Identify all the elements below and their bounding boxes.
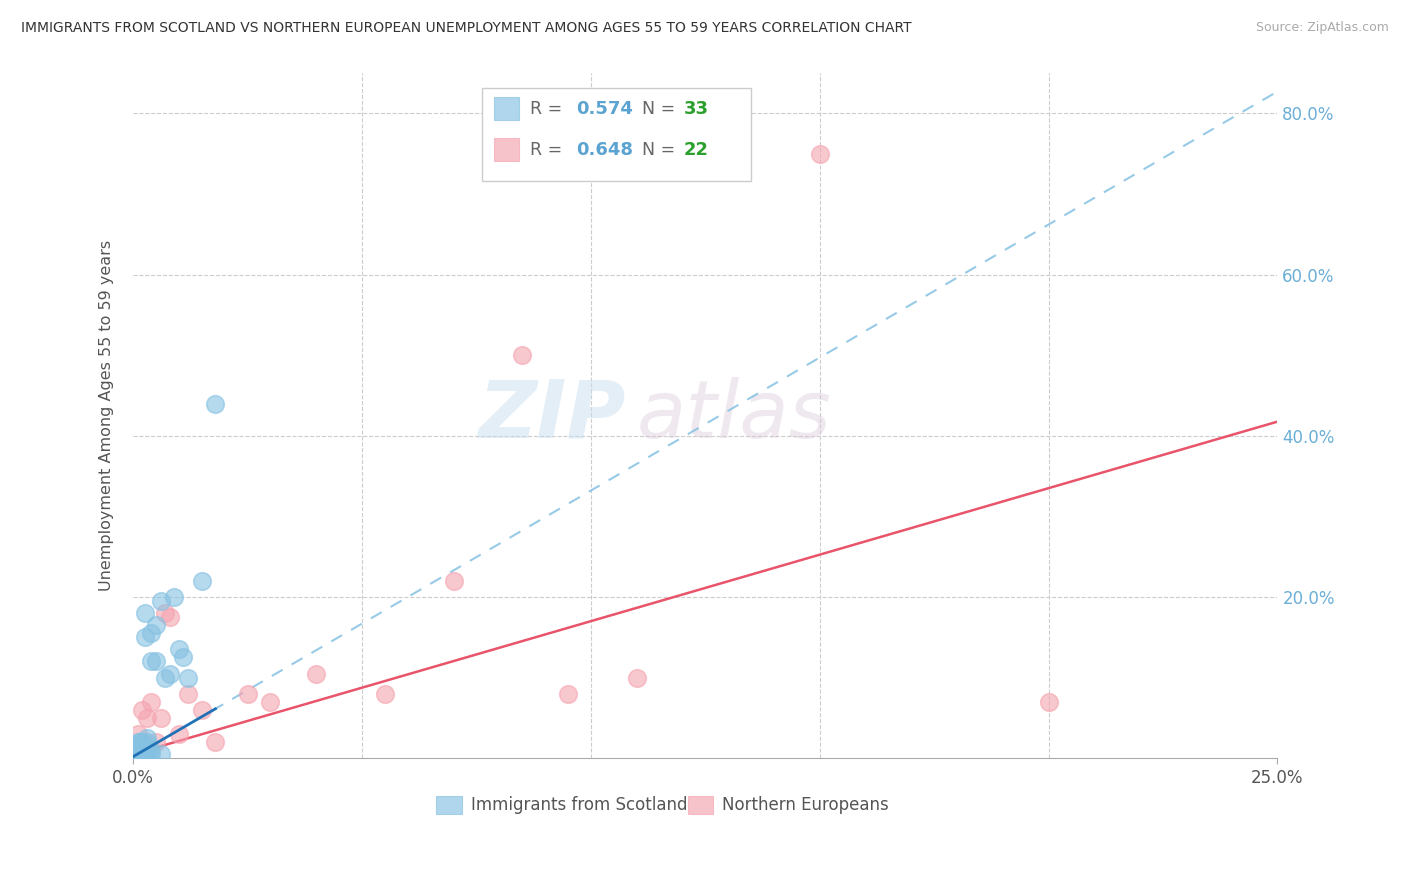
Text: ZIP: ZIP (478, 376, 626, 455)
FancyBboxPatch shape (688, 796, 713, 814)
Point (141, 655, 163, 669)
Point (191, 703, 214, 717)
Point (374, 687, 396, 701)
Y-axis label: Unemployment Among Ages 55 to 59 years: Unemployment Among Ages 55 to 59 years (100, 240, 114, 591)
Point (1038, 695, 1060, 709)
Point (236, 687, 259, 701)
FancyBboxPatch shape (494, 97, 519, 120)
Point (135, 747, 157, 762)
Point (145, 735, 167, 749)
Point (153, 671, 176, 685)
Point (141, 626, 163, 640)
Text: 0.574: 0.574 (576, 100, 633, 118)
Text: atlas: atlas (637, 376, 831, 455)
Point (510, 348, 533, 362)
Point (167, 727, 190, 741)
Point (443, 574, 465, 588)
Point (191, 574, 214, 588)
Point (626, 671, 648, 685)
Point (135, 711, 157, 725)
Point (131, 747, 153, 762)
Text: N =: N = (643, 100, 681, 118)
Point (204, 735, 226, 749)
Point (159, 610, 181, 624)
Point (135, 743, 157, 757)
Point (141, 695, 163, 709)
Text: Immigrants from Scotland: Immigrants from Scotland (471, 796, 688, 814)
Point (131, 743, 153, 757)
Text: 22: 22 (683, 141, 709, 159)
Point (127, 727, 149, 741)
Point (141, 747, 163, 762)
FancyBboxPatch shape (436, 796, 461, 814)
FancyBboxPatch shape (482, 88, 751, 180)
Point (177, 687, 200, 701)
Point (145, 618, 167, 632)
Point (127, 743, 149, 757)
Point (135, 731, 157, 745)
Text: Northern Europeans: Northern Europeans (723, 796, 889, 814)
Point (129, 735, 152, 749)
Point (131, 735, 153, 749)
FancyBboxPatch shape (494, 138, 519, 161)
Point (159, 666, 181, 681)
Text: 0.648: 0.648 (576, 141, 633, 159)
Point (129, 743, 152, 757)
Point (259, 695, 281, 709)
Point (808, 146, 831, 161)
Point (145, 655, 167, 669)
Point (149, 711, 172, 725)
Point (135, 735, 157, 749)
Point (153, 606, 176, 620)
Point (167, 642, 190, 657)
Text: R =: R = (530, 100, 568, 118)
Point (172, 650, 194, 665)
Point (127, 739, 149, 753)
Point (131, 739, 153, 753)
Point (305, 666, 328, 681)
Point (127, 735, 149, 749)
Point (204, 396, 226, 410)
Point (557, 687, 579, 701)
Point (134, 630, 156, 644)
Point (135, 739, 157, 753)
Point (134, 606, 156, 620)
Point (177, 671, 200, 685)
Point (163, 590, 186, 604)
Text: 33: 33 (683, 100, 709, 118)
Point (149, 747, 172, 762)
Text: N =: N = (643, 141, 681, 159)
Point (131, 703, 153, 717)
Point (124, 747, 146, 762)
Text: IMMIGRANTS FROM SCOTLAND VS NORTHERN EUROPEAN UNEMPLOYMENT AMONG AGES 55 TO 59 Y: IMMIGRANTS FROM SCOTLAND VS NORTHERN EUR… (21, 21, 911, 35)
Point (149, 594, 172, 608)
Point (141, 743, 163, 757)
Text: Source: ZipAtlas.com: Source: ZipAtlas.com (1256, 21, 1389, 34)
Text: R =: R = (530, 141, 568, 159)
